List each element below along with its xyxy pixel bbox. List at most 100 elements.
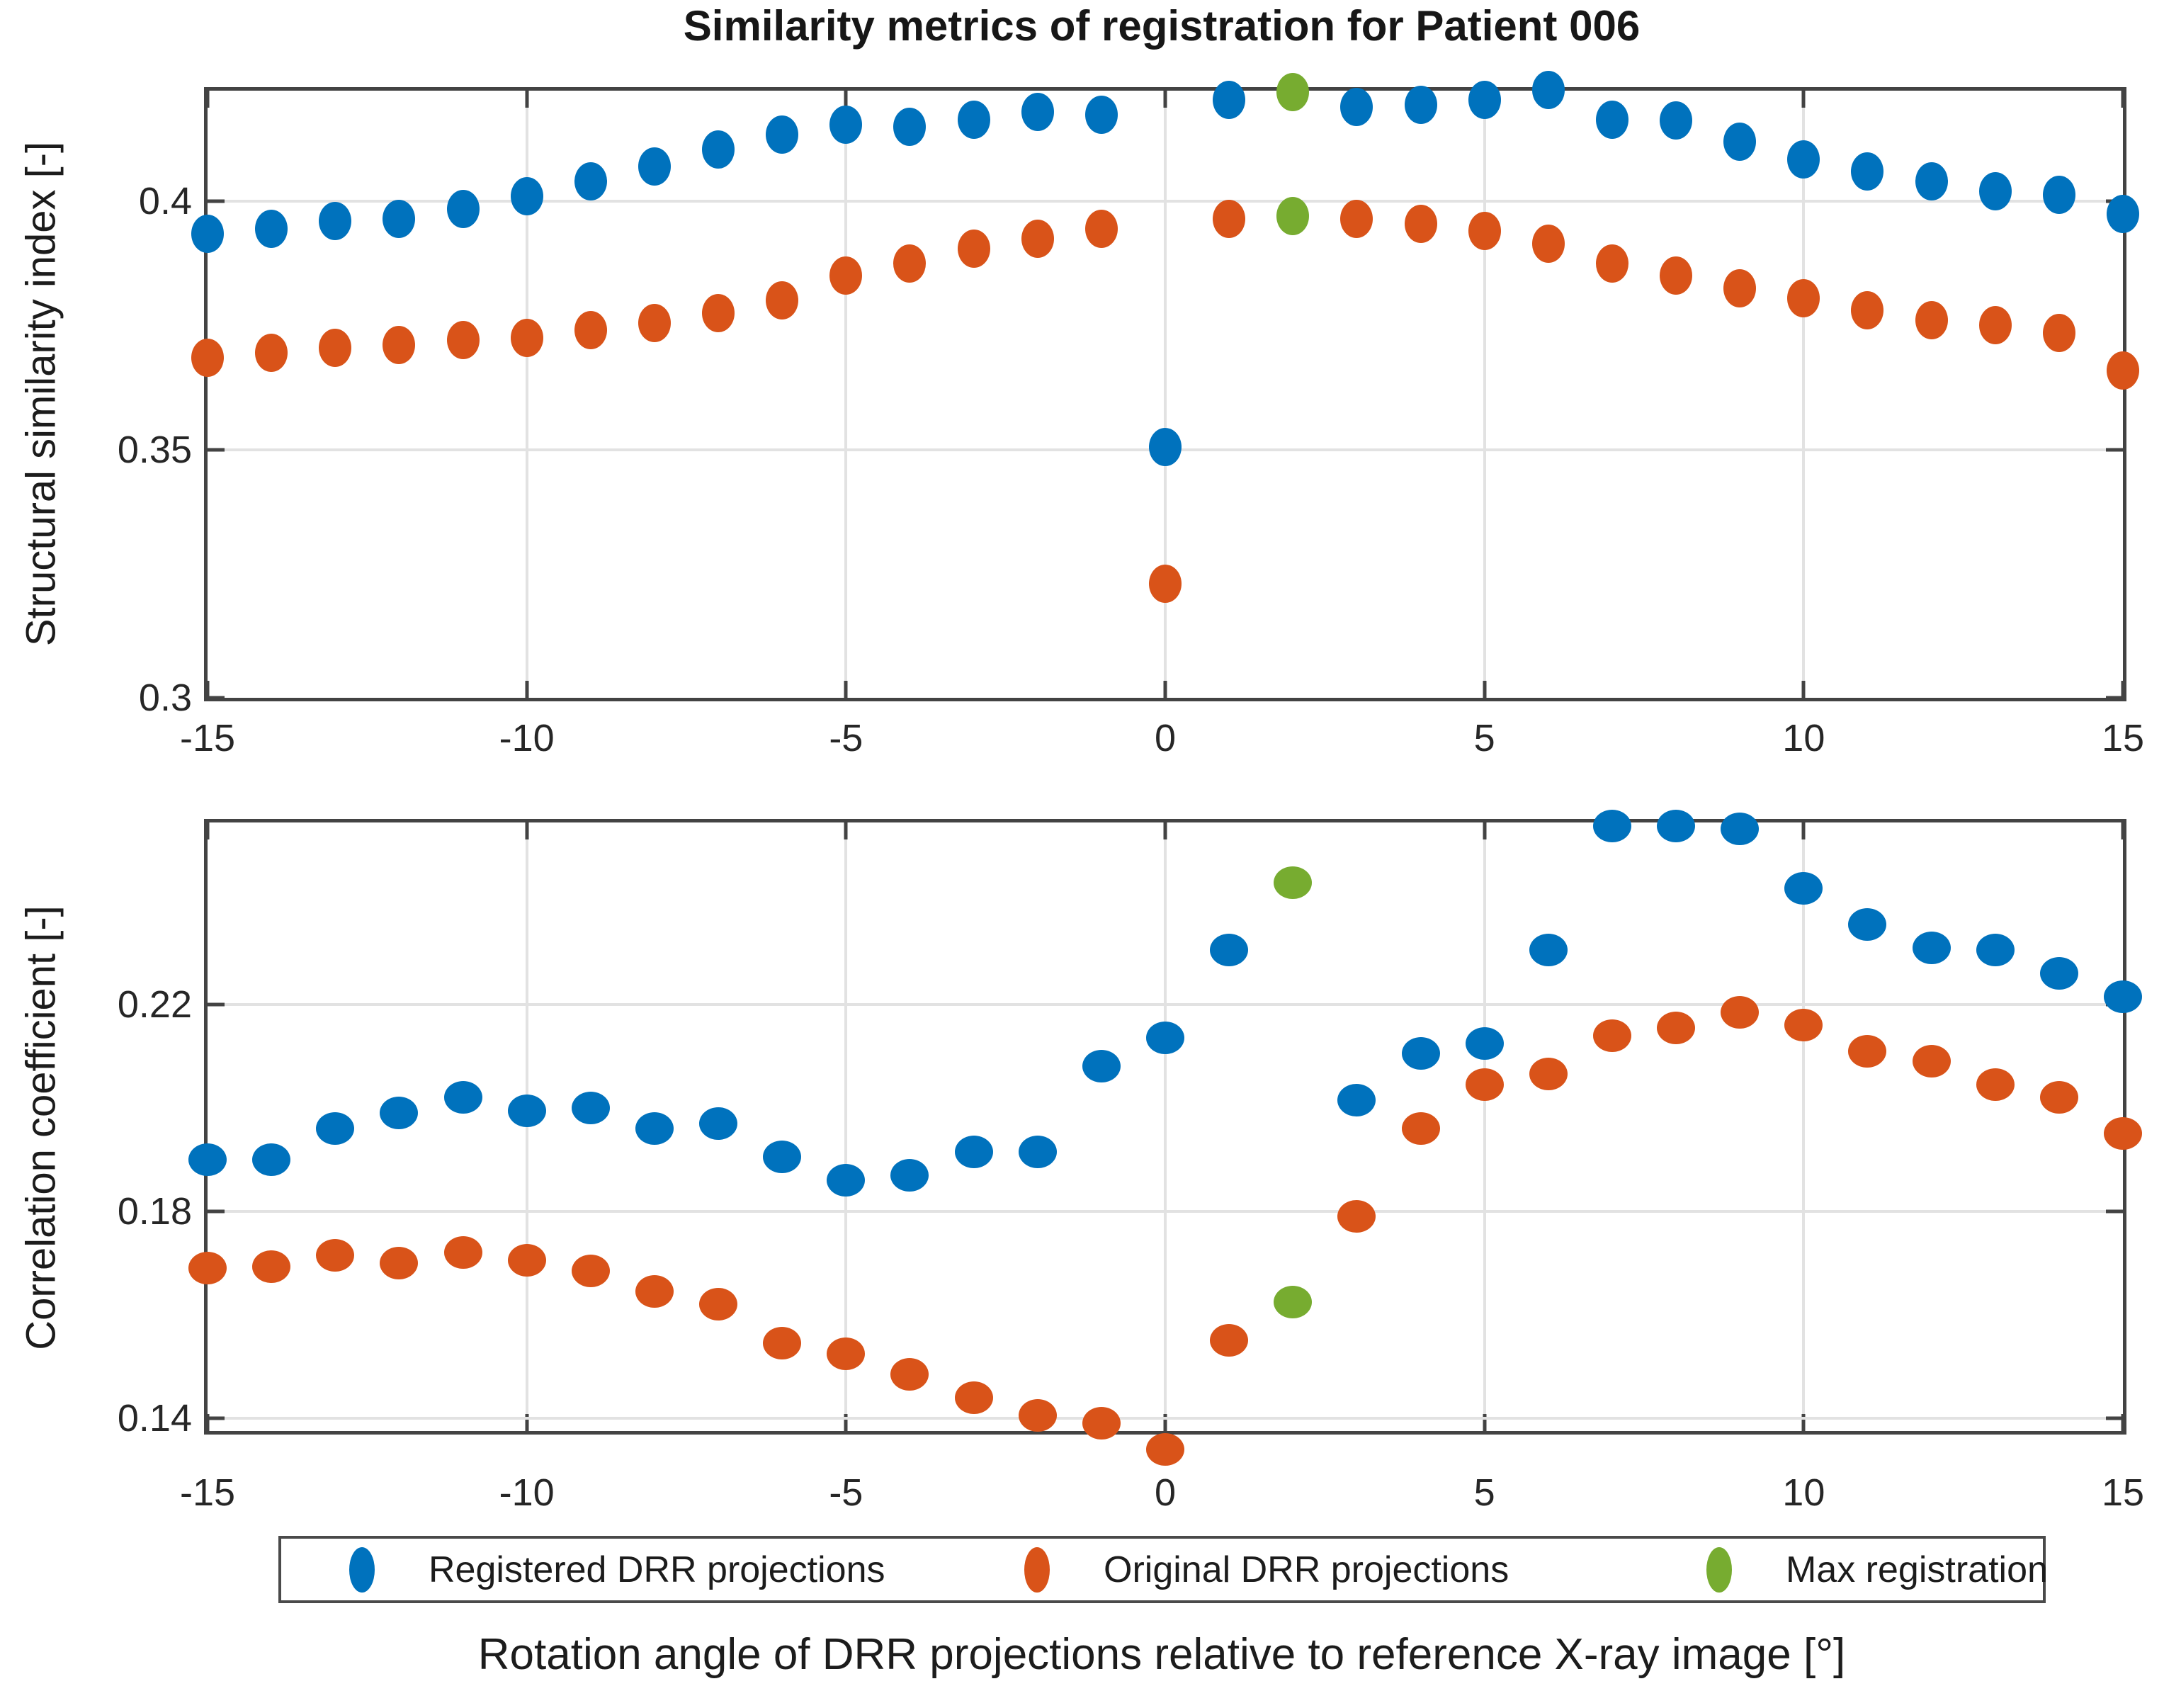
tick-mark: [2121, 1414, 2125, 1431]
legend: Registered DRR projections Original DRR …: [278, 1536, 2048, 1603]
gridline: [208, 1209, 2123, 1213]
data-point: [957, 100, 990, 139]
x-tick-label: 5: [1473, 717, 1495, 759]
x-axis-label: Rotation angle of DRR projections relati…: [477, 1630, 1846, 1679]
data-point: [1592, 810, 1631, 843]
correlation-plot: -15 -10 -5 0 5 10 15 0.14 0.18 0.22: [118, 810, 2144, 1514]
data-point: [443, 1236, 482, 1269]
data-point: [1531, 224, 1565, 263]
data-point: [2042, 313, 2075, 352]
data-point: [1529, 934, 1568, 967]
data-point: [1912, 931, 1951, 964]
legend-item-registered: Registered DRR projections: [349, 1539, 885, 1600]
data-point: [571, 1091, 610, 1124]
data-point: [1723, 123, 1757, 162]
data-point: [1784, 1009, 1823, 1042]
x-tick-label: -10: [499, 1471, 555, 1514]
data-point: [1915, 162, 1948, 201]
data-point: [1848, 907, 1887, 941]
y-axis-label-ssim: Structural similarity index [-]: [18, 141, 64, 647]
tick-mark: [205, 822, 210, 839]
data-point: [1912, 1045, 1951, 1078]
original-marker-icon: [1024, 1546, 1050, 1593]
tick-mark: [1483, 1414, 1487, 1431]
x-tick-label: -10: [499, 717, 555, 759]
data-point: [890, 1158, 929, 1192]
gridline: [844, 822, 848, 1431]
data-point: [252, 1250, 291, 1283]
tick-mark: [2106, 448, 2123, 452]
data-point: [1213, 199, 1246, 238]
data-point: [1787, 140, 1820, 179]
data-point: [188, 1252, 227, 1285]
tick-mark: [844, 91, 848, 108]
x-tick-label: -15: [179, 1471, 236, 1514]
tick-mark: [844, 1414, 848, 1431]
gridline: [208, 1002, 2123, 1006]
tick-mark: [1483, 822, 1487, 839]
data-point: [635, 1274, 674, 1308]
data-point: [763, 1326, 802, 1359]
data-point: [2107, 351, 2139, 390]
x-tick-label: -15: [179, 717, 236, 759]
tick-mark: [2121, 681, 2125, 698]
data-point: [1721, 995, 1760, 1029]
data-point: [1595, 244, 1628, 283]
data-point: [1084, 95, 1118, 134]
data-point: [702, 130, 735, 169]
data-point: [2039, 1081, 2078, 1114]
data-point: [2039, 957, 2078, 990]
tick-mark: [1483, 681, 1487, 698]
data-point: [827, 1164, 866, 1197]
chart-title: Similarity metrics of registration for P…: [683, 2, 1641, 50]
data-point: [1657, 1011, 1696, 1044]
data-point: [255, 333, 288, 372]
x-tick-label: 0: [1154, 1471, 1177, 1514]
data-point: [383, 326, 416, 365]
legend-label-original: Original DRR projections: [1104, 1549, 1509, 1590]
data-point: [1595, 100, 1628, 139]
data-point: [443, 1081, 482, 1114]
data-point: [1340, 88, 1373, 127]
data-point: [574, 162, 607, 201]
data-point: [574, 311, 607, 350]
data-point: [507, 1244, 546, 1277]
y-axis-label-correlation: Correlation coefficient [-]: [18, 905, 64, 1350]
data-point: [1021, 219, 1054, 258]
data-point: [507, 1094, 546, 1127]
data-point: [1976, 1068, 2015, 1102]
data-point: [2104, 1117, 2142, 1150]
tick-mark: [1163, 1414, 1167, 1431]
data-point: [446, 189, 480, 228]
data-point: [1657, 810, 1696, 843]
data-point: [1592, 1019, 1631, 1052]
y-tick-label: 0.35: [117, 428, 192, 471]
data-point: [1018, 1135, 1057, 1168]
tick-mark: [205, 1414, 210, 1431]
legend-label-max-registration: Max registration: [1786, 1549, 2048, 1590]
tick-mark: [208, 1209, 225, 1214]
data-point: [1660, 101, 1693, 140]
x-tick-label: 5: [1473, 1471, 1495, 1514]
data-point: [1465, 1068, 1504, 1102]
y-tick-label: 0.18: [117, 1189, 192, 1233]
data-point: [638, 147, 671, 186]
data-point: [1213, 80, 1246, 119]
data-point: [1082, 1407, 1121, 1440]
data-point: [1848, 1034, 1887, 1068]
data-point: [954, 1381, 993, 1414]
data-point: [827, 1337, 866, 1370]
x-tick-label: 0: [1154, 717, 1177, 759]
y-tick-label: 0.14: [117, 1396, 192, 1440]
data-point: [316, 1112, 355, 1146]
data-point: [2107, 194, 2139, 233]
data-point: [1274, 866, 1313, 900]
data-point: [1404, 85, 1437, 124]
data-point: [829, 256, 863, 295]
data-point: [638, 303, 671, 342]
tick-mark: [844, 681, 848, 698]
data-point: [1660, 256, 1693, 295]
data-point: [571, 1254, 610, 1287]
tick-mark: [2106, 696, 2123, 700]
